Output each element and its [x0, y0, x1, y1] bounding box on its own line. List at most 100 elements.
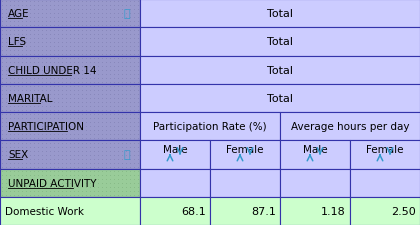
Point — [43, 76, 50, 80]
Point — [47, 149, 53, 153]
Point — [55, 24, 61, 28]
Point — [47, 36, 53, 40]
Point — [0, 141, 5, 145]
Point — [118, 48, 125, 52]
Point — [15, 149, 21, 153]
Point — [118, 137, 125, 140]
Point — [107, 137, 113, 140]
Point — [47, 24, 53, 28]
Point — [135, 141, 142, 145]
Point — [115, 141, 121, 145]
Point — [75, 16, 81, 20]
Point — [107, 117, 113, 121]
Point — [3, 97, 9, 100]
Point — [39, 169, 45, 173]
Point — [71, 40, 77, 44]
Point — [67, 165, 74, 169]
Point — [7, 0, 13, 4]
Point — [75, 93, 81, 96]
Point — [83, 173, 89, 177]
Point — [123, 169, 129, 173]
Point — [99, 141, 105, 145]
Point — [83, 153, 89, 157]
Point — [118, 61, 125, 64]
Point — [18, 125, 25, 128]
Point — [107, 93, 113, 96]
Point — [131, 36, 137, 40]
Point — [87, 0, 93, 4]
Point — [79, 149, 85, 153]
Point — [0, 193, 5, 197]
Point — [118, 0, 125, 4]
Point — [3, 117, 9, 121]
Point — [47, 57, 53, 60]
Point — [39, 81, 45, 84]
Point — [43, 36, 50, 40]
Point — [91, 12, 97, 16]
Point — [87, 73, 93, 76]
Point — [15, 153, 21, 157]
Point — [115, 76, 121, 80]
Point — [79, 76, 85, 80]
Point — [127, 149, 134, 153]
Point — [18, 0, 25, 4]
Point — [94, 185, 101, 189]
Bar — [210, 169, 280, 197]
Point — [75, 145, 81, 149]
Point — [91, 181, 97, 185]
Point — [26, 20, 33, 24]
Point — [91, 153, 97, 157]
Point — [34, 73, 41, 76]
Point — [59, 101, 66, 104]
Point — [110, 0, 117, 4]
Point — [0, 169, 5, 173]
Point — [110, 185, 117, 189]
Point — [18, 40, 25, 44]
Point — [3, 20, 9, 24]
Point — [23, 117, 29, 121]
Point — [7, 73, 13, 76]
Point — [47, 193, 53, 197]
Point — [47, 121, 53, 124]
Point — [7, 157, 13, 161]
Point — [110, 97, 117, 100]
Point — [83, 29, 89, 32]
Point — [127, 69, 134, 72]
Point — [94, 33, 101, 36]
Point — [91, 137, 97, 140]
Point — [71, 129, 77, 133]
Point — [0, 8, 5, 12]
Point — [102, 65, 109, 68]
Point — [55, 173, 61, 177]
Point — [55, 65, 61, 68]
Point — [0, 121, 5, 124]
Point — [59, 97, 66, 100]
Point — [123, 185, 129, 189]
Point — [63, 57, 69, 60]
Point — [15, 189, 21, 193]
Point — [131, 81, 137, 84]
Point — [51, 29, 58, 32]
Point — [3, 76, 9, 80]
Point — [63, 189, 69, 193]
Point — [110, 109, 117, 112]
Point — [107, 97, 113, 100]
Point — [110, 52, 117, 56]
Point — [3, 16, 9, 20]
Point — [91, 81, 97, 84]
Point — [102, 12, 109, 16]
Point — [99, 181, 105, 185]
Point — [127, 16, 134, 20]
Point — [131, 117, 137, 121]
Point — [55, 8, 61, 12]
Point — [83, 121, 89, 124]
Point — [67, 161, 74, 164]
Point — [107, 185, 113, 189]
Point — [135, 65, 142, 68]
Point — [7, 69, 13, 72]
Point — [67, 121, 74, 124]
Point — [79, 101, 85, 104]
Point — [26, 48, 33, 52]
Point — [102, 48, 109, 52]
Point — [51, 57, 58, 60]
